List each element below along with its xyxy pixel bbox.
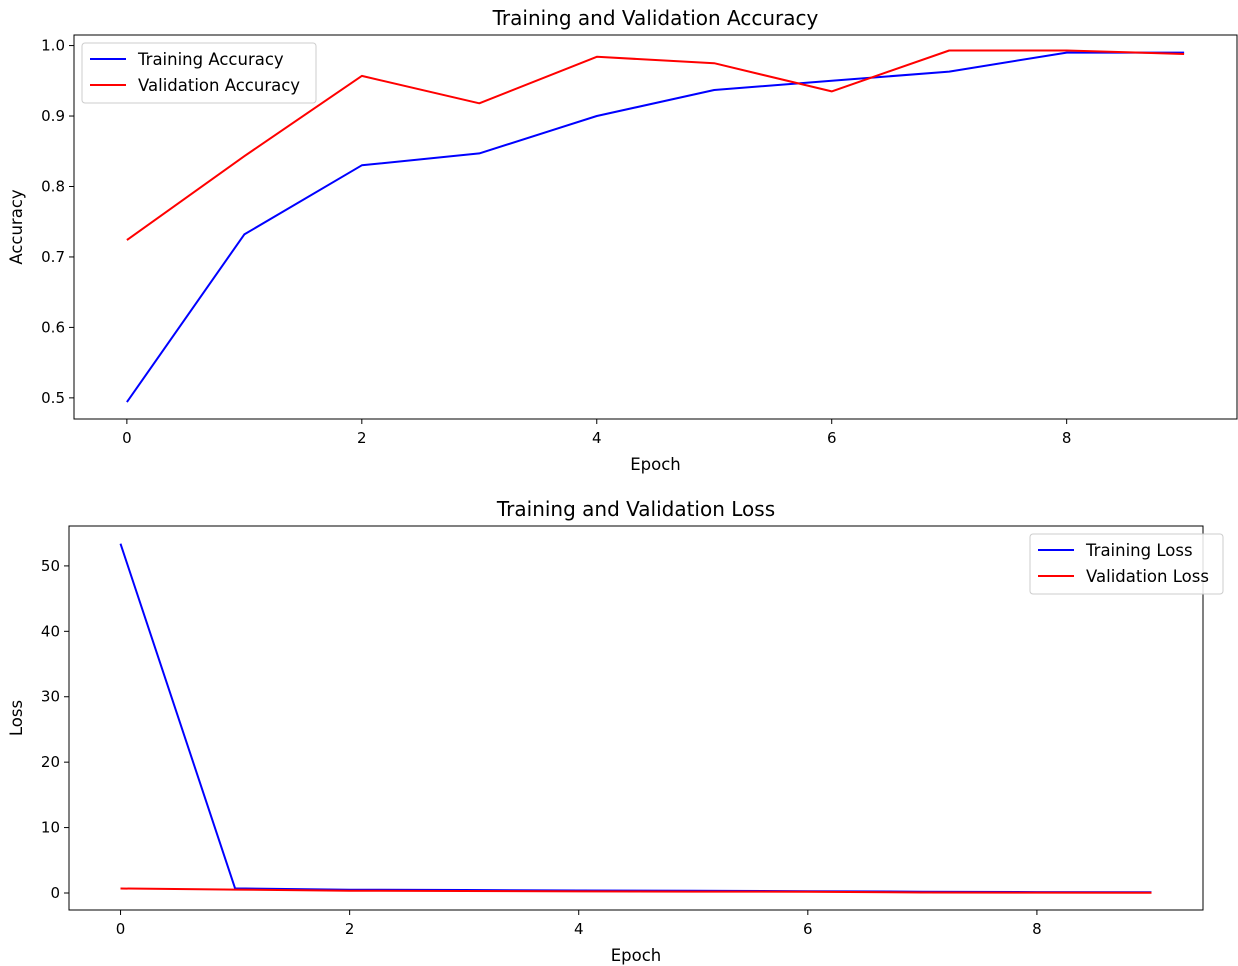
y-axis-label: Accuracy xyxy=(7,189,26,265)
x-tick-label: 2 xyxy=(345,920,355,938)
y-tick-label: 20 xyxy=(41,753,60,771)
legend-label: Training Loss xyxy=(1085,541,1193,560)
y-tick-label: 30 xyxy=(41,688,60,706)
legend: Training Accuracy Validation Accuracy xyxy=(81,42,317,104)
x-tick-label: 0 xyxy=(116,920,126,938)
chart-1: Training and Validation Loss 0 2 4 6 8 0 10 20 30… xyxy=(7,497,1224,965)
y-tick-label: 40 xyxy=(41,622,60,640)
x-tick-label: 4 xyxy=(574,920,584,938)
x-tick-label: 8 xyxy=(1062,429,1072,447)
legend-label: Training Accuracy xyxy=(137,50,284,69)
series-line-training-accuracy xyxy=(126,51,1185,403)
y-tick-label: 0 xyxy=(50,884,60,902)
series-line-validation-loss xyxy=(120,887,1152,894)
x-tick-label: 2 xyxy=(357,429,367,447)
y-tick-label: 1.0 xyxy=(41,37,65,55)
x-tick-label: 8 xyxy=(1032,920,1042,938)
x-tick-label: 6 xyxy=(827,429,837,447)
x-tick-label: 0 xyxy=(122,429,132,447)
legend-box xyxy=(81,42,317,104)
series-line-validation-accuracy xyxy=(126,49,1185,241)
legend-label: Validation Accuracy xyxy=(138,76,300,95)
x-axis-label: Epoch xyxy=(611,946,662,965)
legend-box xyxy=(1029,533,1224,595)
plot-frame xyxy=(68,525,1204,911)
y-tick-label: 0.6 xyxy=(41,318,65,336)
y-tick-label: 0.7 xyxy=(41,248,65,266)
x-tick-label: 6 xyxy=(803,920,813,938)
series-line-training-loss xyxy=(119,543,1152,894)
y-tick-label: 10 xyxy=(41,819,60,837)
legend: Training Loss Validation Loss xyxy=(1029,533,1224,595)
y-tick-label: 0.8 xyxy=(41,177,65,195)
x-axis-label: Epoch xyxy=(630,455,681,474)
y-tick-label: 0.9 xyxy=(41,107,65,125)
y-tick-label: 0.5 xyxy=(41,389,65,407)
chart-title: Training and Validation Loss xyxy=(496,497,775,521)
legend-label: Validation Loss xyxy=(1086,567,1209,586)
plot-frame xyxy=(73,34,1238,420)
y-tick-label: 50 xyxy=(41,557,60,575)
chart-0: Training and Validation Accuracy 0 2 4 6 8 0.5… xyxy=(7,6,1238,474)
y-axis-label: Loss xyxy=(7,700,26,736)
x-tick-label: 4 xyxy=(592,429,602,447)
chart-title: Training and Validation Accuracy xyxy=(492,6,819,30)
